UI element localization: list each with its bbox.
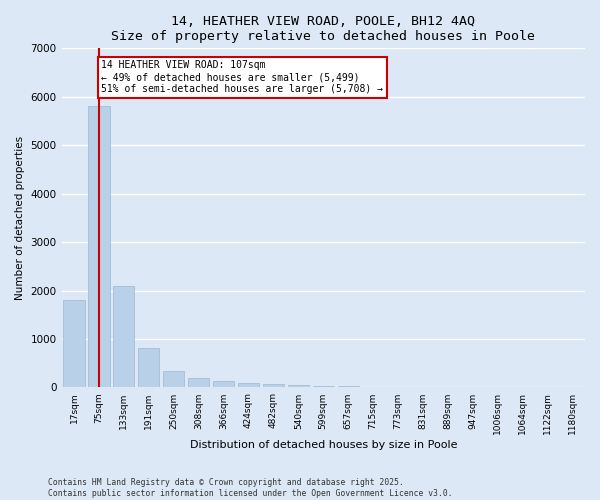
Bar (163, 372, 184, 388)
X-axis label: Distribution of detached houses by size in Poole: Distribution of detached houses by size … (190, 440, 457, 450)
Title: 14, HEATHER VIEW ROAD, POOLE, BH12 4AQ
Size of property relative to detached hou: 14, HEATHER VIEW ROAD, POOLE, BH12 4AQ S… (111, 15, 535, 43)
Y-axis label: Number of detached properties: Number of detached properties (15, 136, 25, 300)
Bar (238, 383, 259, 388)
Bar (213, 381, 234, 388)
Text: 14 HEATHER VIEW ROAD: 107sqm
← 49% of detached houses are smaller (5,499)
51% of: 14 HEATHER VIEW ROAD: 107sqm ← 49% of de… (101, 60, 383, 94)
Bar (338, 386, 359, 388)
Bar (88, 106, 110, 388)
Bar (113, 286, 134, 388)
Bar (138, 348, 160, 388)
Bar (188, 378, 209, 388)
Bar (313, 386, 334, 388)
Text: Contains HM Land Registry data © Crown copyright and database right 2025.
Contai: Contains HM Land Registry data © Crown c… (48, 478, 452, 498)
Bar (64, 300, 85, 388)
Bar (263, 384, 284, 388)
Bar (288, 385, 309, 388)
